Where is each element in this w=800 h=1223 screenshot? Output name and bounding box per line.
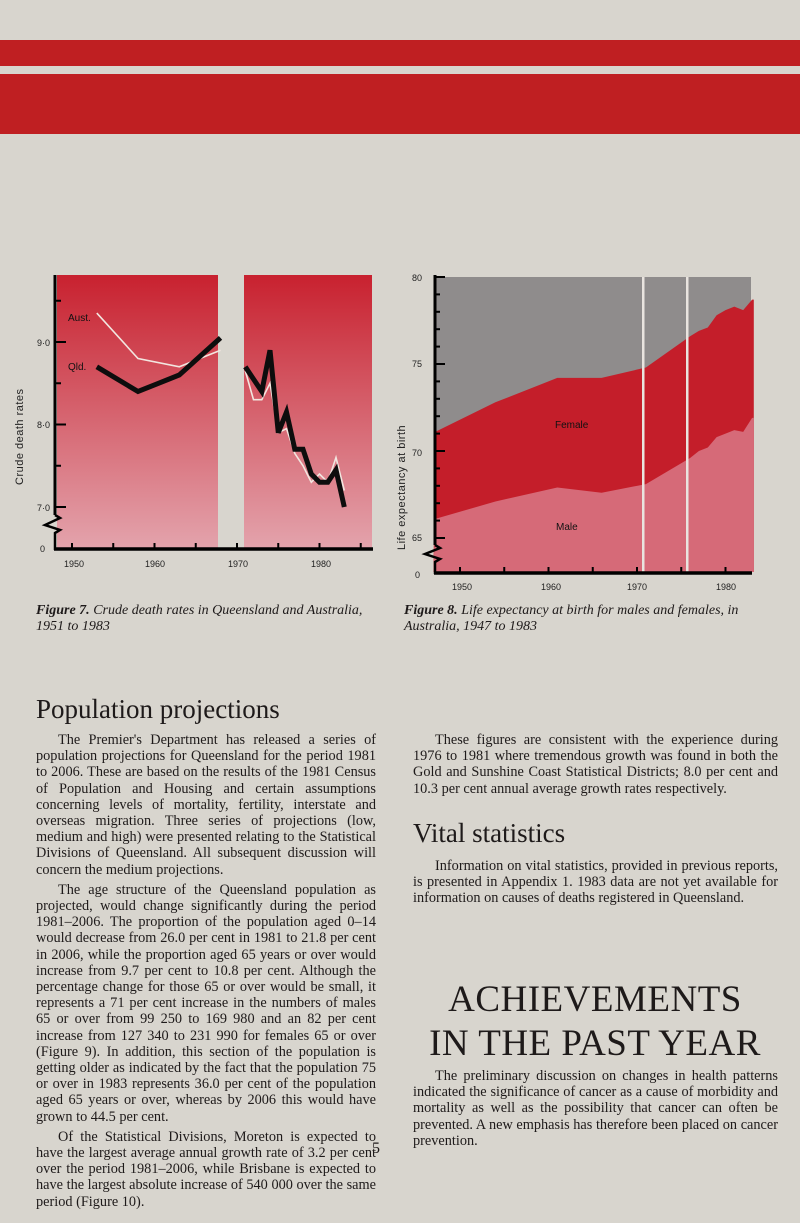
x-tick-1970: 1970	[228, 559, 248, 569]
y-axis-title: Life expectancy at birth	[396, 425, 408, 550]
x-tick-1970: 1970	[627, 582, 647, 590]
x-tick-1950: 1950	[452, 582, 472, 590]
vital-statistics-body: Information on vital statistics, provide…	[413, 858, 778, 911]
achievements-heading-line1: ACHIEVEMENTS	[448, 979, 742, 1020]
y-tick-0: 0	[415, 570, 420, 580]
x-tick-1950: 1950	[64, 559, 84, 569]
y-tick-0: 0	[40, 544, 45, 554]
y-tick-70: 70	[412, 448, 422, 458]
left-column: The Premier's Department has released a …	[36, 732, 376, 1214]
figure-7-caption-text: Crude death rates in Queensland and Aust…	[36, 603, 363, 634]
y-tick-65: 65	[412, 533, 422, 543]
figure-8-caption: Figure 8. Life expectancy at birth for m…	[404, 603, 794, 635]
aust-series-label: Aust.	[68, 313, 91, 324]
male-series-label: Male	[556, 522, 578, 533]
figure-8-caption-label: Figure 8.	[404, 603, 458, 618]
achievements-body: The preliminary discussion on changes in…	[413, 1068, 778, 1153]
panel-left-background	[57, 275, 218, 548]
paragraph: These figures are consistent with the ex…	[413, 732, 778, 797]
figure-7-caption: Figure 7. Crude death rates in Queenslan…	[36, 603, 381, 635]
y-tick-9: 9·0	[37, 338, 50, 348]
figure-7-caption-label: Figure 7.	[36, 603, 90, 618]
y-tick-8: 8·0	[37, 420, 50, 430]
y-tick-80: 80	[412, 273, 422, 283]
male-area	[433, 417, 754, 572]
achievements-heading-line2: IN THE PAST YEAR	[429, 1023, 761, 1064]
right-column-top: These figures are consistent with the ex…	[413, 732, 778, 801]
figure-8-chart: 80 75 70 65 0 1950 1960 1970 1980 Life e…	[385, 260, 785, 590]
female-series-label: Female	[555, 420, 589, 431]
y-tick-7: 7·0	[37, 503, 50, 513]
population-projections-heading: Population projections	[36, 694, 280, 724]
paragraph: The Premier's Department has released a …	[36, 732, 376, 878]
x-tick-1960: 1960	[145, 559, 165, 569]
paragraph: The age structure of the Queensland popu…	[36, 881, 376, 1125]
panel-right-background	[244, 275, 372, 548]
page-number: 5	[372, 1140, 380, 1157]
figure-7-chart: 9·0 8·0 7·0 0 1950 1960 1970 1980 Crude …	[0, 260, 385, 590]
x-tick-1960: 1960	[541, 582, 561, 590]
header-band-top	[0, 40, 800, 66]
y-tick-75: 75	[412, 359, 422, 369]
y-axis-title: Crude death rates	[14, 388, 26, 485]
x-tick-1980: 1980	[311, 559, 331, 569]
qld-series-label: Qld.	[68, 362, 86, 373]
achievements-heading: ACHIEVEMENTS IN THE PAST YEAR	[405, 978, 785, 1066]
paragraph: Information on vital statistics, provide…	[413, 858, 778, 907]
paragraph: Of the Statistical Divisions, Moreton is…	[36, 1128, 376, 1210]
figure-8-caption-text: Life expectancy at birth for males and f…	[404, 603, 739, 634]
header-band-bottom	[0, 74, 800, 134]
vital-statistics-heading: Vital statistics	[413, 818, 566, 848]
paragraph: The preliminary discussion on changes in…	[413, 1068, 778, 1149]
x-tick-1980: 1980	[716, 582, 736, 590]
